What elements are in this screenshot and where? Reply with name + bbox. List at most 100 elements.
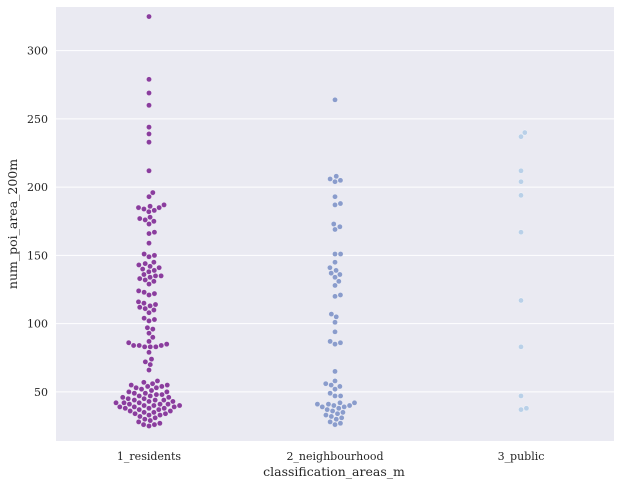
y-tick-label: 200 xyxy=(27,181,48,194)
data-point xyxy=(324,406,330,413)
data-point xyxy=(151,402,157,409)
data-point xyxy=(146,412,152,418)
y-axis-label: num_poi_area_200m xyxy=(5,159,20,289)
data-point xyxy=(146,281,152,287)
data-point xyxy=(136,262,142,268)
data-point xyxy=(144,324,151,331)
data-point xyxy=(117,404,123,410)
data-point xyxy=(337,393,344,399)
data-point xyxy=(146,193,152,200)
data-point xyxy=(146,76,152,83)
data-point xyxy=(163,341,170,347)
y-tick-label: 150 xyxy=(27,249,48,262)
y-tick-label: 300 xyxy=(27,45,48,58)
data-point xyxy=(146,168,152,174)
data-point xyxy=(142,359,149,365)
data-point xyxy=(146,124,152,130)
data-point xyxy=(332,178,338,185)
data-point xyxy=(337,177,344,184)
data-point xyxy=(334,410,341,417)
data-point xyxy=(518,168,524,174)
data-point xyxy=(147,344,153,350)
data-point xyxy=(337,251,344,257)
data-point xyxy=(152,273,159,279)
data-point xyxy=(146,13,152,20)
data-point xyxy=(130,342,137,349)
data-point xyxy=(332,319,338,326)
data-point xyxy=(151,252,158,259)
data-point xyxy=(135,419,142,425)
data-point xyxy=(327,176,333,182)
data-point xyxy=(136,342,142,349)
data-point xyxy=(319,404,326,410)
data-point xyxy=(147,274,153,280)
y-tick-labels: 50 100 150 200 250 300 xyxy=(27,45,48,399)
data-point xyxy=(332,368,338,375)
data-point xyxy=(146,102,152,109)
data-point xyxy=(138,386,145,392)
data-point xyxy=(151,259,157,265)
data-point xyxy=(152,397,158,403)
data-point xyxy=(341,404,347,410)
data-point xyxy=(328,270,334,276)
y-tick-label: 100 xyxy=(27,318,48,331)
data-point xyxy=(157,412,163,418)
data-point xyxy=(141,300,147,306)
data-point xyxy=(337,339,344,346)
data-point xyxy=(332,386,338,392)
data-point xyxy=(156,406,162,413)
data-point xyxy=(333,314,339,320)
data-point xyxy=(337,400,343,406)
data-point xyxy=(141,315,147,321)
data-point xyxy=(146,254,152,260)
data-point xyxy=(131,404,138,410)
x-tick-label: 2_neighbourhood xyxy=(286,450,383,463)
data-point xyxy=(332,378,338,384)
data-point xyxy=(327,390,333,396)
data-point xyxy=(137,413,143,420)
data-point xyxy=(152,415,158,421)
data-point xyxy=(125,395,131,402)
data-point xyxy=(332,274,338,280)
data-point xyxy=(336,278,342,285)
data-point xyxy=(151,409,157,416)
data-point xyxy=(147,263,153,270)
data-point xyxy=(125,339,132,346)
data-point xyxy=(325,401,332,407)
data-point xyxy=(141,206,147,212)
data-point xyxy=(146,318,152,324)
data-point xyxy=(148,387,155,394)
data-point xyxy=(146,269,152,275)
data-point xyxy=(332,251,338,257)
data-point xyxy=(161,202,167,208)
data-point xyxy=(140,421,147,428)
data-point xyxy=(126,389,132,395)
data-point xyxy=(146,309,152,316)
data-point xyxy=(151,267,158,274)
data-point xyxy=(135,204,142,211)
data-point xyxy=(141,271,147,278)
data-point xyxy=(148,356,155,362)
data-point xyxy=(327,338,333,345)
data-point xyxy=(331,221,337,227)
data-point xyxy=(332,421,338,428)
data-point xyxy=(333,267,339,274)
data-point xyxy=(337,420,344,427)
data-point xyxy=(146,230,152,237)
data-point xyxy=(141,395,147,402)
data-point xyxy=(340,409,346,416)
data-point xyxy=(518,133,524,140)
data-point xyxy=(147,393,153,399)
data-point xyxy=(142,416,148,422)
data-point xyxy=(153,391,160,398)
data-point xyxy=(518,178,524,185)
data-point xyxy=(146,349,152,356)
data-point xyxy=(161,405,167,411)
data-point xyxy=(146,398,152,405)
data-point xyxy=(329,408,336,414)
data-point xyxy=(332,393,338,399)
data-point xyxy=(332,259,338,265)
data-point xyxy=(176,402,183,409)
data-point xyxy=(113,400,119,406)
